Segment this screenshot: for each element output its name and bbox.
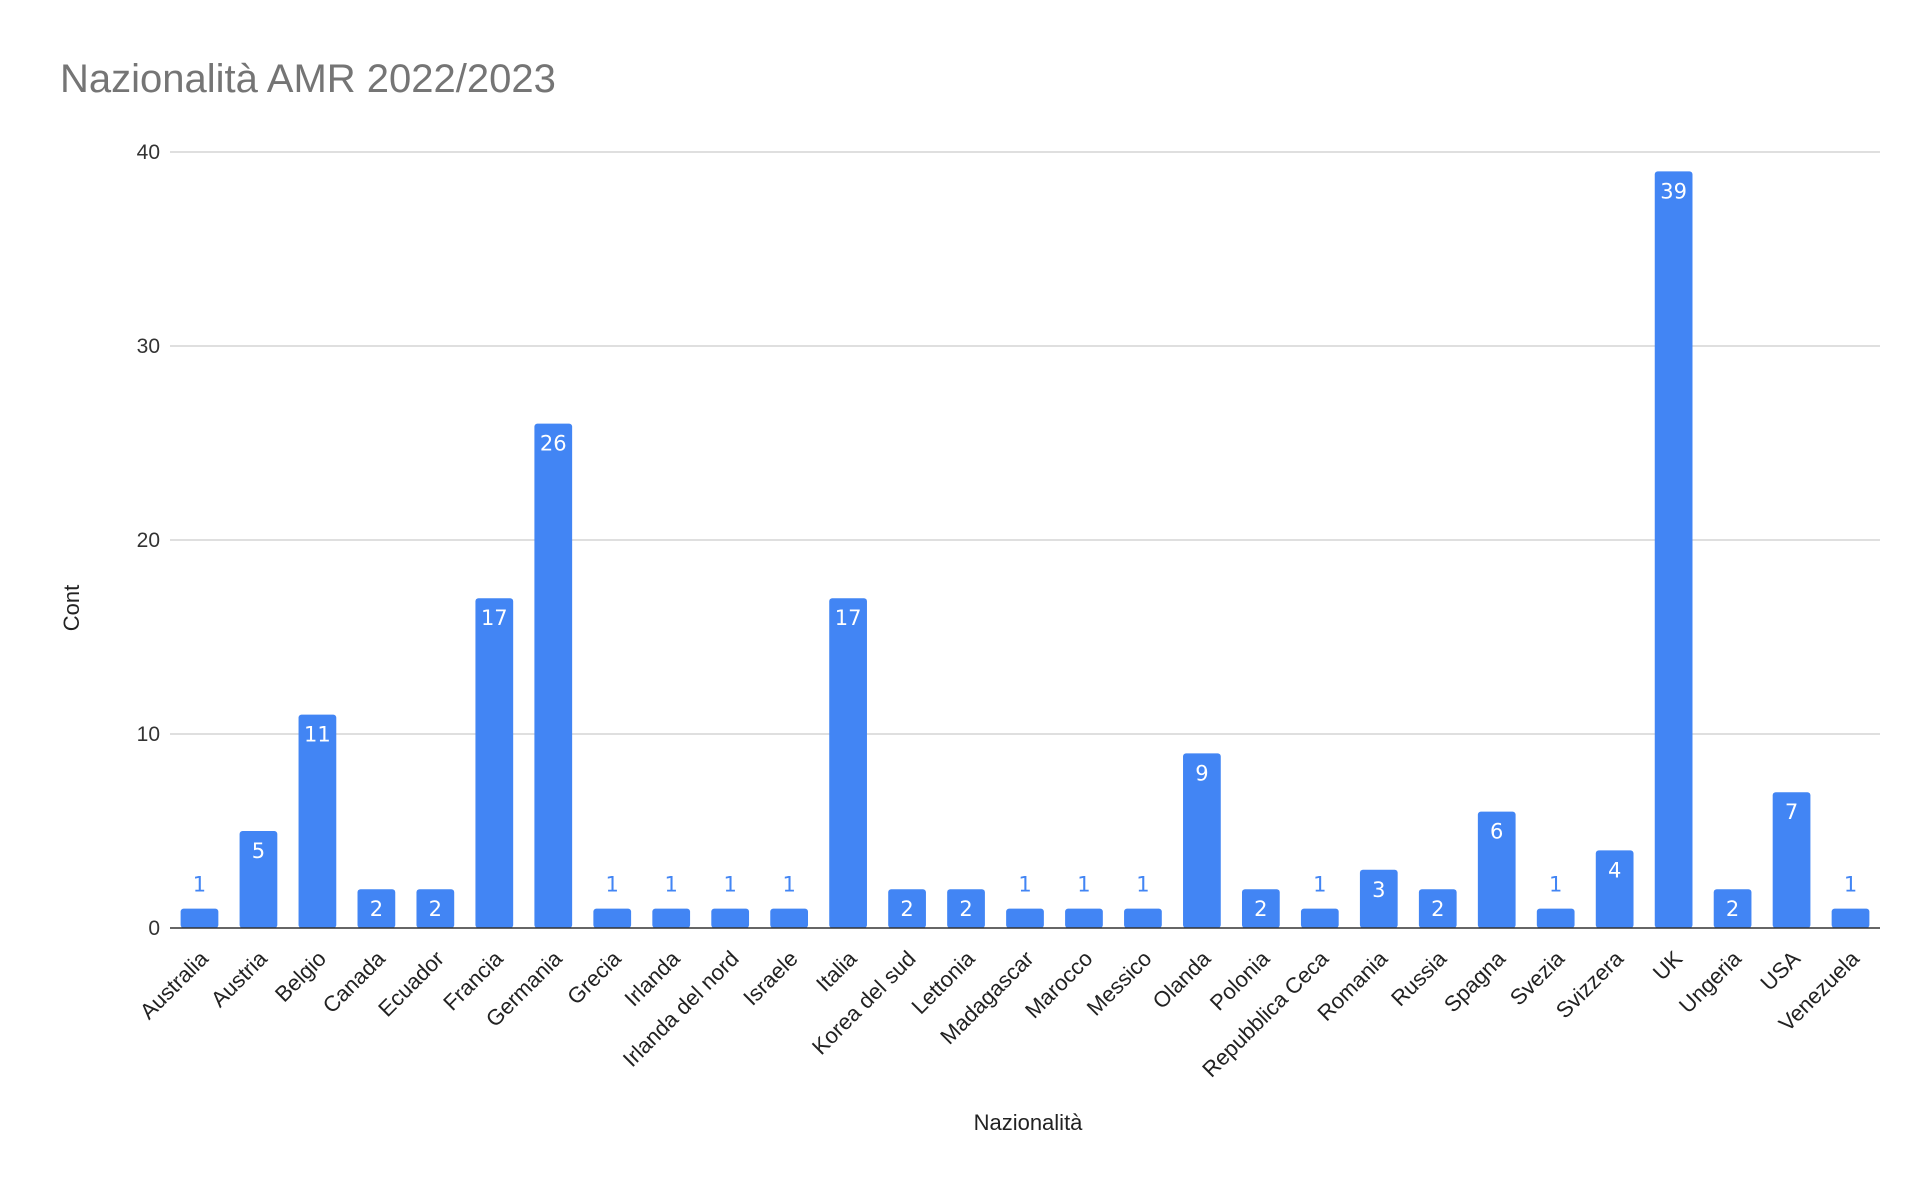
data-label: 39 xyxy=(1660,179,1687,203)
bar xyxy=(1300,908,1339,928)
x-tick-label: Italia xyxy=(811,945,862,996)
x-tick-label: Ecuador xyxy=(373,946,449,1022)
data-label: 6 xyxy=(1490,820,1503,844)
bar xyxy=(416,889,455,928)
y-axis-ticks: 0 10 20 30 40 xyxy=(137,141,160,940)
bar xyxy=(1831,908,1870,928)
y-tick-label: 30 xyxy=(137,335,160,358)
y-tick-label: 0 xyxy=(148,917,160,940)
data-label: 1 xyxy=(1018,873,1031,897)
bar xyxy=(1359,869,1398,928)
x-tick-label: Australia xyxy=(135,945,214,1024)
bar xyxy=(770,908,809,928)
data-label: 2 xyxy=(1431,897,1444,921)
bar xyxy=(475,598,514,928)
data-label: 1 xyxy=(606,873,619,897)
bar xyxy=(652,908,691,928)
x-tick-label: Israele xyxy=(738,946,802,1010)
bar xyxy=(593,908,632,928)
y-axis-title: Cont xyxy=(59,585,84,631)
bar xyxy=(711,908,750,928)
data-label: 1 xyxy=(723,873,736,897)
data-label: 1 xyxy=(782,873,795,897)
data-label: 2 xyxy=(1726,897,1739,921)
data-label: 5 xyxy=(252,839,265,863)
bar xyxy=(180,908,219,928)
data-label: 2 xyxy=(370,897,383,921)
data-label: 26 xyxy=(540,432,567,456)
bar xyxy=(1065,908,1103,928)
data-label: 3 xyxy=(1372,878,1385,902)
bar xyxy=(947,889,985,928)
data-label: 1 xyxy=(1313,873,1326,897)
bars xyxy=(180,171,1870,928)
data-label: 4 xyxy=(1608,858,1621,882)
bar xyxy=(888,889,926,928)
data-label: 11 xyxy=(304,723,331,747)
bar xyxy=(1418,889,1457,928)
x-tick-label: Olanda xyxy=(1148,945,1216,1013)
data-label: 2 xyxy=(900,897,913,921)
bar xyxy=(1772,792,1811,928)
x-axis-title: Nazionalità xyxy=(974,1110,1084,1135)
data-label: 2 xyxy=(959,897,972,921)
x-tick-label: Austria xyxy=(206,945,273,1012)
data-label: 2 xyxy=(1254,897,1267,921)
data-label: 1 xyxy=(1136,873,1149,897)
bar xyxy=(1654,171,1693,928)
bar xyxy=(1183,753,1221,928)
bar xyxy=(1006,908,1044,928)
x-axis-ticks: AustraliaAustriaBelgioCanadaEcuadorFranc… xyxy=(135,945,1865,1082)
bar xyxy=(1536,908,1575,928)
data-label: 1 xyxy=(1549,873,1562,897)
x-tick-label: Messico xyxy=(1082,946,1157,1021)
chart-title: Nazionalità AMR 2022/2023 xyxy=(60,57,556,101)
bar xyxy=(1713,889,1752,928)
bar xyxy=(829,598,867,928)
bar xyxy=(1477,811,1516,928)
x-tick-label: UK xyxy=(1648,946,1688,986)
bar xyxy=(1124,908,1162,928)
data-label: 9 xyxy=(1195,761,1208,785)
x-tick-label: USA xyxy=(1755,946,1805,996)
data-label: 17 xyxy=(481,606,508,630)
bar xyxy=(534,423,573,928)
x-tick-label: Spagna xyxy=(1439,945,1511,1017)
data-label: 2 xyxy=(429,897,442,921)
y-tick-label: 40 xyxy=(137,141,160,164)
data-label: 1 xyxy=(1844,873,1857,897)
y-tick-label: 10 xyxy=(137,723,160,746)
x-tick-label: Ungeria xyxy=(1674,945,1747,1018)
bar xyxy=(1241,889,1280,928)
data-label: 1 xyxy=(665,873,678,897)
bar xyxy=(1595,850,1634,928)
data-label: 1 xyxy=(1077,873,1090,897)
data-label: 1 xyxy=(193,873,206,897)
data-label: 17 xyxy=(835,606,862,630)
x-tick-label: Grecia xyxy=(562,945,626,1009)
gridlines xyxy=(170,151,1880,735)
bar xyxy=(239,831,278,928)
bar xyxy=(357,889,396,928)
bar xyxy=(298,714,337,928)
data-label: 7 xyxy=(1785,800,1798,824)
x-tick-label: Korea del sud xyxy=(807,946,921,1060)
y-tick-label: 20 xyxy=(137,529,160,552)
